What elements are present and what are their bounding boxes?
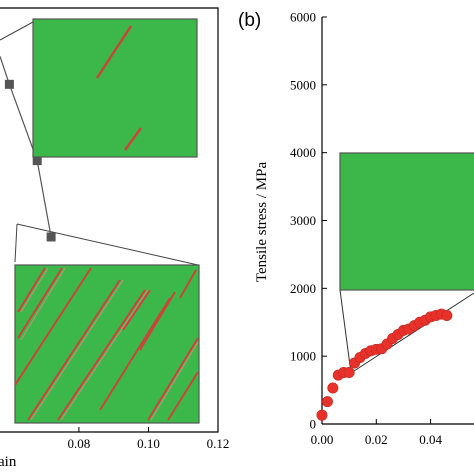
panel-a-point xyxy=(4,79,14,89)
panel-b-y-tick-label: 6000 xyxy=(290,10,316,25)
panel-b-point xyxy=(321,396,333,408)
panel-a-inset-bottom xyxy=(14,264,200,424)
panel-b-y-ticks: 0 1000 2000 3000 4000 5000 6000 xyxy=(290,10,327,432)
panel-a-x-tick-label: 0.12 xyxy=(207,436,230,451)
panel-b-y-tick-label: 3000 xyxy=(290,213,316,228)
panel-b-points xyxy=(316,308,453,421)
panel-a-point xyxy=(46,232,56,242)
panel-b-point xyxy=(327,382,339,394)
panel-a-connector-bottom-left xyxy=(14,223,18,263)
panel-a-xlabel: ain xyxy=(0,454,17,470)
panel-b-letter: (b) xyxy=(238,10,261,31)
panel-b-y-tick-label: 2000 xyxy=(290,281,316,296)
panel-a-point xyxy=(32,156,42,166)
panel-a-x-ticks: 0.08 0.10 0.12 xyxy=(68,427,230,451)
panel-b-x-tick-label: 0.00 xyxy=(311,432,334,447)
panel-b-ylabel: Tensile stress / MPa xyxy=(254,162,270,283)
panel-a: 0.08 0.10 0.12 ain xyxy=(0,7,230,470)
panel-b-y-tick-label: 0 xyxy=(310,417,317,432)
panel-b-point xyxy=(441,309,453,321)
panel-b-x-ticks: 0.00 0.02 0.04 xyxy=(311,419,442,447)
panel-b-connector-left xyxy=(339,289,352,374)
panel-b-y-tick-label: 5000 xyxy=(290,77,316,92)
panel-b-x-tick-label: 0.02 xyxy=(365,432,388,447)
panel-a-series-line xyxy=(0,56,52,238)
panel-a-x-tick-label: 0.10 xyxy=(137,436,160,451)
panel-a-frame xyxy=(0,7,219,433)
panel-a-connector-bottom-right xyxy=(16,223,199,266)
panel-b-point xyxy=(316,409,328,421)
panel-a-inset-top xyxy=(32,18,198,158)
panel-a-points xyxy=(4,79,56,242)
panel-b-y-tick-label: 4000 xyxy=(290,145,316,160)
panel-b-inset xyxy=(339,152,474,291)
panel-b-point xyxy=(343,366,355,378)
panel-a-x-tick-label: 0.08 xyxy=(68,436,91,451)
panel-b-y-tick-label: 1000 xyxy=(290,349,316,364)
panel-b-x-tick-label: 0.04 xyxy=(419,432,442,447)
panel-a-connector-top xyxy=(0,21,34,41)
